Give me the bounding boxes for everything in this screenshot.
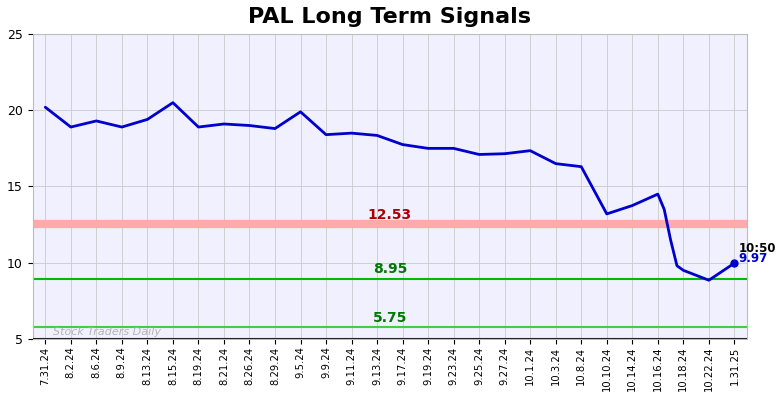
Title: PAL Long Term Signals: PAL Long Term Signals	[249, 7, 532, 27]
Text: Stock Traders Daily: Stock Traders Daily	[53, 327, 161, 337]
Text: 10:50: 10:50	[739, 242, 775, 255]
Text: 8.95: 8.95	[372, 262, 407, 276]
Text: 5.75: 5.75	[372, 311, 407, 325]
Text: 9.97: 9.97	[739, 252, 768, 265]
Text: 12.53: 12.53	[368, 208, 412, 222]
